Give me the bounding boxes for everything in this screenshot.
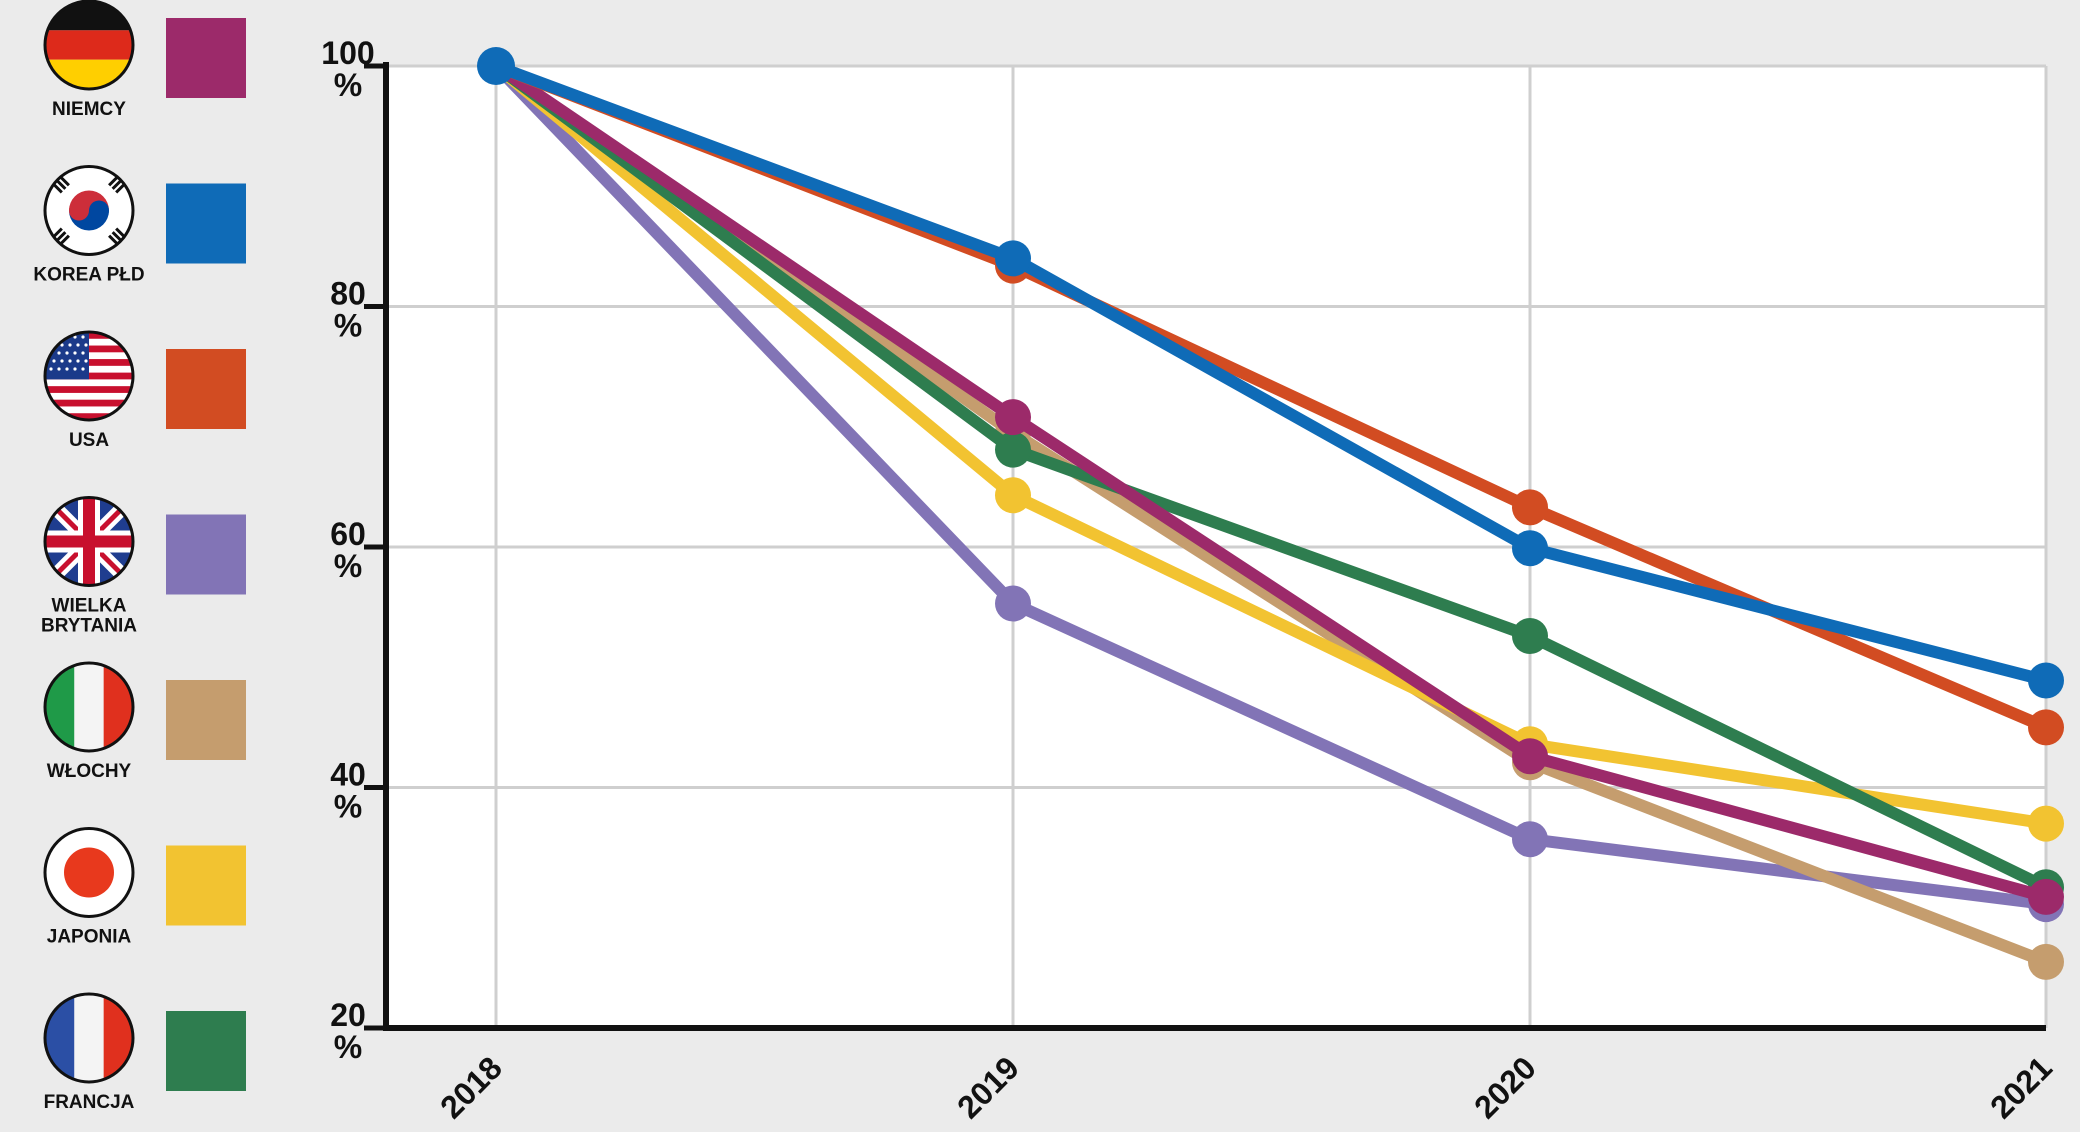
data-point (1512, 530, 1548, 567)
series-line (490, 60, 2052, 903)
legend-swatch (166, 680, 246, 760)
y-tick-label: 60 (330, 516, 366, 552)
legend-label: FRANCJA (44, 1092, 135, 1113)
data-point (2028, 805, 2064, 842)
france-flag-border (43, 992, 135, 1084)
legend-label: KOREA PŁD (33, 265, 144, 286)
series-germany (490, 60, 2064, 915)
italy-flag-border (43, 661, 135, 753)
legend-label: BRYTANIA (41, 616, 137, 637)
uk-flag-border (43, 496, 135, 587)
series-france (490, 60, 2064, 906)
data-point (1512, 489, 1548, 526)
data-point (995, 240, 1031, 277)
y-tick-unit: % (334, 1029, 362, 1065)
south-korea-flag-border (43, 165, 135, 256)
axes (364, 62, 2046, 1031)
series-line (490, 60, 2052, 911)
data-point (1512, 738, 1548, 775)
x-tick-label: 2018 (433, 1049, 509, 1125)
legend-swatch (166, 349, 246, 429)
series-line (490, 60, 2052, 830)
y-tick-label: 80 (330, 276, 366, 312)
legend-swatch (166, 514, 246, 595)
x-tick-label: 2019 (950, 1049, 1026, 1125)
series-line (490, 60, 2052, 894)
series-south-korea (490, 60, 2064, 699)
japan-flag (45, 828, 133, 917)
legend-label: JAPONIA (47, 927, 132, 948)
y-tick-label: 40 (330, 757, 366, 793)
y-tick-label: 20 (330, 997, 366, 1033)
series-line (490, 60, 2052, 968)
y-tick-unit: % (334, 548, 362, 584)
data-point (477, 47, 515, 85)
series-lines (477, 47, 2064, 980)
legend-label: WŁOCHY (47, 761, 132, 782)
south-korea-flag (45, 166, 133, 255)
y-tick-unit: % (334, 308, 362, 344)
y-tick-unit: % (334, 67, 362, 103)
data-point (995, 585, 1031, 622)
data-point (995, 431, 1031, 468)
y-axis-ticks: 100%80%60%40%20% (321, 35, 374, 1065)
x-axis-ticks: 2018 2019 2020 2021 (433, 1049, 2059, 1125)
x-tick-label: 2020 (1467, 1049, 1543, 1125)
legend-swatch (166, 845, 246, 926)
data-point (1512, 617, 1548, 654)
usa-flag-border (43, 330, 135, 422)
y-tick-label: 100 (321, 35, 374, 71)
data-point (995, 399, 1031, 436)
uk-flag (45, 497, 133, 586)
y-tick-unit: % (334, 789, 362, 825)
usa-flag (45, 332, 133, 420)
legend-label: WIELKA (52, 596, 127, 617)
legend-swatch (166, 183, 246, 264)
legend-swatch (166, 18, 246, 98)
legend-label: USA (69, 430, 109, 451)
legend-label: NIEMCY (52, 99, 126, 120)
series-line (490, 60, 2052, 687)
japan-flag-border (43, 827, 135, 918)
data-point (2028, 709, 2064, 746)
data-point (2028, 943, 2064, 980)
x-tick-label: 2021 (1983, 1049, 2059, 1125)
legend-swatch (166, 1011, 246, 1091)
germany-flag-border (43, 0, 135, 91)
data-point (2028, 878, 2064, 915)
data-point (1512, 821, 1548, 858)
data-point (2028, 662, 2064, 699)
data-point (995, 477, 1031, 514)
